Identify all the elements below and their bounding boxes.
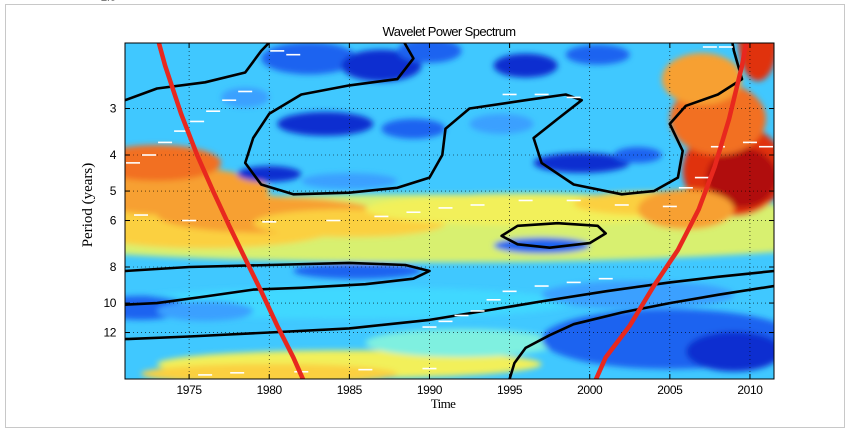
heatmap-blob [533, 152, 630, 173]
heatmap-blob [493, 237, 590, 254]
heatmap-blob [706, 147, 774, 208]
significance-contour [413, 0, 474, 2]
heatmap-blob [565, 44, 630, 65]
heatmap-blob [685, 331, 774, 372]
x-axis-label: Time [431, 396, 456, 411]
heatmap-blob [637, 189, 734, 230]
y-axis-label: Period (years) [80, 163, 96, 248]
heatmap-blob [261, 43, 358, 75]
significance-contour [125, 269, 774, 341]
x-tick-label: 2005 [657, 383, 683, 397]
y-tick-label: 12 [103, 326, 116, 340]
y-tick-label: 10 [103, 296, 116, 310]
significance-contour [125, 43, 744, 196]
x-tick-label: 1990 [417, 383, 443, 397]
grid-lines [125, 43, 774, 379]
significance-contours [125, 0, 774, 379]
figure-border [5, 4, 845, 428]
x-tick-label: 1995 [497, 383, 523, 397]
cone-of-influence [156, 43, 749, 379]
x-tick-label: 2000 [577, 383, 603, 397]
heatmap-blob [173, 0, 237, 3]
heatmap-blob [237, 166, 302, 183]
chart-title: Wavelet Power Spectrum [383, 24, 516, 39]
x-axis: 1975 1980 1985 1990 1995 2000 2005 2010 [177, 43, 764, 397]
y-tick-label: 5 [110, 184, 117, 198]
power-heatmap [125, 0, 774, 379]
significance-contour [125, 261, 431, 306]
coi-right-curve [593, 43, 749, 379]
heatmap-blob [277, 111, 374, 136]
y-tick-label: 3 [110, 102, 117, 116]
significance-contour [500, 221, 607, 249]
heatmap-blob [301, 173, 398, 190]
heatmap-blob [469, 113, 534, 134]
significance-contour [508, 284, 774, 379]
y-tick-label: 4 [110, 148, 117, 162]
x-tick-label: 1975 [177, 383, 203, 397]
plot-area-border [124, 42, 775, 380]
y-tick-label: 6 [110, 214, 117, 228]
y-tick-label: 8 [110, 260, 117, 274]
heatmap-blob [157, 300, 254, 321]
y-tick-label: 1.5 [101, 0, 117, 4]
power-ridges [126, 46, 773, 376]
x-tick-label: 1985 [337, 383, 363, 397]
heatmap-blob [738, 43, 774, 81]
x-tick-label: 1980 [257, 383, 283, 397]
x-tick-label: 2010 [737, 383, 763, 397]
coi-left-curve [156, 43, 306, 379]
y-axis: 1.5 3 4 5 6 8 10 12 [101, 0, 774, 340]
heatmap-blob [221, 87, 270, 108]
